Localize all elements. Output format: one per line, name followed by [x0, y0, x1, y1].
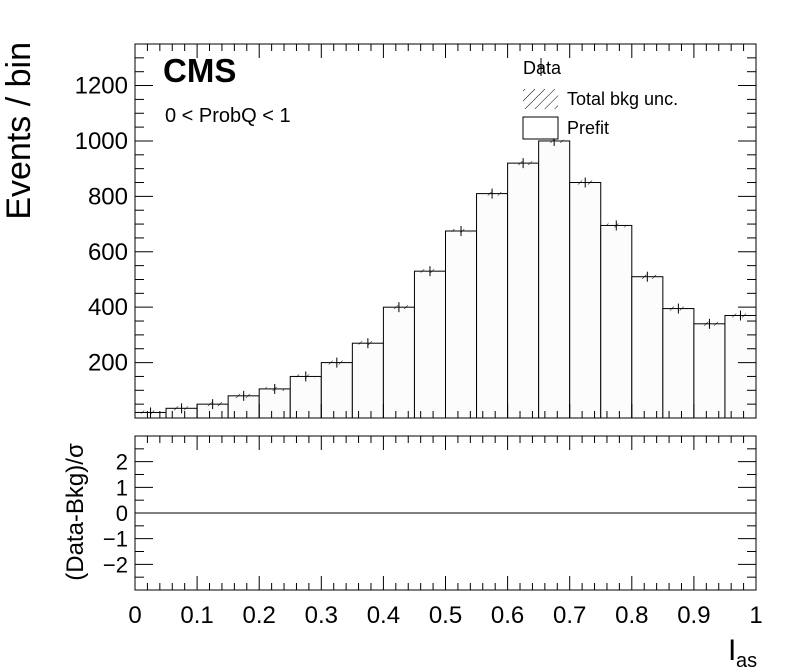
- histogram-bar: [351, 342, 384, 419]
- histogram-bar: [631, 276, 664, 419]
- y-tick-label: 800: [88, 183, 128, 210]
- main-plot-frame: [134, 43, 757, 419]
- histogram-bars: [134, 140, 757, 419]
- y-axis-title: Events / bin: [0, 42, 38, 220]
- y-tick-label: 200: [88, 350, 128, 377]
- x-tick-label: 0: [128, 602, 141, 629]
- x-tick-label: 0.6: [491, 602, 524, 629]
- y-tick-labels: 200 400 600 800 1000 1200: [75, 73, 128, 377]
- histogram-bar: [662, 308, 695, 419]
- x-tick-label: 0.5: [429, 602, 462, 629]
- legend-prefit-swatch: [522, 116, 559, 140]
- y-tick-label: 1200: [75, 73, 128, 100]
- histogram-bar: [724, 314, 757, 419]
- selection-label: 0 < ProbQ < 1: [165, 105, 291, 127]
- x-tick-label: 0.1: [180, 602, 213, 629]
- legend-entry-prefit: Prefit: [522, 116, 609, 140]
- legend-entry-total-bkg-unc: Total bkg unc.: [523, 89, 678, 109]
- cms-label: CMS: [163, 52, 236, 89]
- legend-label-data: Data: [523, 58, 562, 78]
- histogram-bar: [382, 306, 415, 419]
- x-tick-label: 0.8: [615, 602, 648, 629]
- histogram-bar: [476, 193, 509, 419]
- ratio-plot-frame: [134, 435, 757, 591]
- histogram-bar: [538, 140, 571, 419]
- x-tick-label: 0.3: [305, 602, 338, 629]
- x-tick-label: 1: [749, 602, 762, 629]
- ratio-y-tick-label: 1: [116, 475, 128, 500]
- ratio-y-tick-labels: 210−1−2: [103, 450, 128, 578]
- ratio-y-axis-title: (Data-Bkg)/σ: [62, 443, 89, 581]
- ratio-y-tick-label: 0: [116, 501, 128, 526]
- histogram-bar: [569, 182, 602, 419]
- x-axis-title-main: I: [728, 634, 736, 667]
- histogram-bar: [507, 162, 540, 419]
- x-tick-label: 0.9: [677, 602, 710, 629]
- y-tick-label: 400: [88, 294, 128, 321]
- legend-label-total-bkg-unc: Total bkg unc.: [567, 89, 678, 109]
- histogram-bar: [320, 362, 353, 419]
- legend-label-prefit: Prefit: [567, 118, 609, 138]
- uncertainty-band: [141, 135, 750, 418]
- histogram-bar: [600, 224, 633, 419]
- x-axis-title-subscript: as: [736, 650, 757, 672]
- legend: Data Total bkg unc. Prefit: [522, 58, 678, 140]
- main-panel: 200 400 600 800 1000 1200 CMS 0 < ProbQ < 1 E…: [0, 42, 757, 419]
- ratio-y-tick-label: −1: [103, 527, 128, 552]
- histogram-bar: [289, 375, 322, 419]
- y-tick-label: 600: [88, 239, 128, 266]
- legend-hatch-swatch: [523, 89, 558, 109]
- x-axis-title: I as: [728, 634, 757, 672]
- histogram-bar: [445, 230, 478, 419]
- y-tick-label: 1000: [75, 128, 128, 155]
- histogram-bar: [693, 323, 726, 419]
- ratio-y-tick-label: −2: [103, 552, 128, 577]
- x-tick-label: 0.2: [243, 602, 276, 629]
- x-tick-labels: 0 0.1 0.2 0.3 0.4 0.5 0.6 0.7 0.8 0.9 1: [128, 602, 762, 629]
- histogram-bar: [413, 270, 447, 419]
- legend-entry-data: Data: [523, 58, 562, 78]
- ratio-axis-ticks: [134, 435, 757, 591]
- ratio-y-tick-label: 2: [116, 450, 128, 475]
- x-tick-label: 0.4: [367, 602, 400, 629]
- ratio-panel: 210−1−2 (Data-Bkg)/σ: [62, 435, 757, 591]
- x-tick-label: 0.7: [553, 602, 586, 629]
